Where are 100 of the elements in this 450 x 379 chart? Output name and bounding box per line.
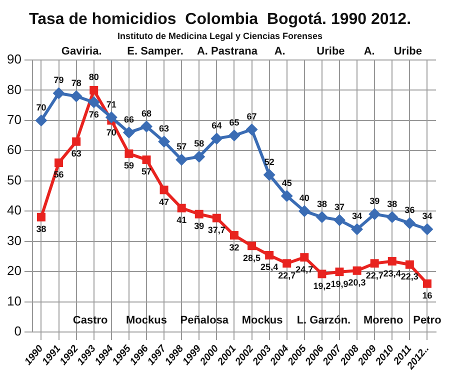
point xyxy=(140,120,153,132)
text: Gaviria. xyxy=(61,46,102,58)
y-tick-label: 70 xyxy=(6,112,22,128)
data-label: 47 xyxy=(159,196,170,207)
data-label: 16 xyxy=(422,290,432,301)
annotation: Mockus xyxy=(242,314,283,327)
data-label: 36 xyxy=(404,205,415,216)
y-tick-label: 80 xyxy=(6,82,22,97)
point xyxy=(263,168,276,181)
point xyxy=(352,266,362,275)
data-label: 34 xyxy=(352,211,362,222)
data-label: 41 xyxy=(176,215,187,226)
annotation: Moreno xyxy=(363,314,404,327)
data-label: 20,3 xyxy=(348,278,366,288)
point xyxy=(318,270,326,278)
data-label: 65 xyxy=(229,118,240,128)
point xyxy=(176,154,188,166)
data-label: 19,9 xyxy=(330,278,348,289)
point xyxy=(35,114,48,126)
point xyxy=(248,242,256,250)
data-label: 70 xyxy=(36,102,46,112)
data-label: 66 xyxy=(124,114,134,125)
point xyxy=(316,211,328,224)
text: E. Samper. xyxy=(127,46,184,58)
text: A. xyxy=(364,46,375,58)
point xyxy=(351,223,364,236)
text: A. xyxy=(274,46,286,58)
point xyxy=(158,136,170,148)
point xyxy=(230,231,238,240)
point xyxy=(282,259,292,268)
data-label: 68 xyxy=(141,108,152,118)
data-label: 22,7 xyxy=(366,270,384,280)
data-label: 57 xyxy=(176,142,187,152)
data-label: 80 xyxy=(88,72,99,82)
point xyxy=(122,126,135,139)
point xyxy=(210,132,223,145)
y-tick-label: 0 xyxy=(14,324,22,339)
annotation: Mockus xyxy=(126,314,167,327)
data-label: 78 xyxy=(71,78,82,88)
point xyxy=(36,212,46,222)
data-label: 28,5 xyxy=(243,252,261,263)
data-label: 38 xyxy=(316,199,327,210)
point xyxy=(388,257,396,266)
data-label: 70 xyxy=(106,127,116,138)
chart-subtitle: Instituto de Medicina Legal y Ciencias Forenses xyxy=(117,31,323,42)
data-label: 39 xyxy=(194,221,204,232)
data-label: 63 xyxy=(71,148,82,159)
data-label: 63 xyxy=(159,124,170,134)
point xyxy=(280,190,293,202)
point xyxy=(124,149,134,158)
data-label: 34 xyxy=(422,211,432,222)
data-label: 22,7 xyxy=(278,270,296,280)
point xyxy=(300,253,309,262)
y-tick-label: 60 xyxy=(6,142,22,158)
data-label: 57 xyxy=(141,166,152,177)
y-tick-label: 50 xyxy=(6,172,22,188)
point xyxy=(368,208,381,220)
text: Uribe xyxy=(394,46,422,58)
point xyxy=(72,137,81,146)
y-tick-label: 20 xyxy=(6,263,22,278)
data-label: 39 xyxy=(370,196,380,206)
data-label: 23,4 xyxy=(383,268,401,278)
point xyxy=(142,155,151,164)
point xyxy=(193,150,206,163)
data-label: 79 xyxy=(54,75,64,86)
point xyxy=(212,214,221,222)
annotation: Castro xyxy=(72,314,108,327)
point xyxy=(334,214,346,226)
point xyxy=(52,87,65,100)
point xyxy=(177,204,186,212)
point xyxy=(246,124,258,136)
data-label: 71 xyxy=(106,99,116,110)
data-label: 76 xyxy=(88,109,99,120)
point xyxy=(405,260,414,269)
point xyxy=(105,111,118,124)
text: Uribe xyxy=(316,46,345,58)
data-label: 38 xyxy=(387,199,398,210)
point xyxy=(90,86,98,94)
text: A. Pastrana xyxy=(196,46,258,58)
point xyxy=(194,210,204,218)
point xyxy=(335,268,344,276)
point xyxy=(298,205,310,218)
data-label: 37,7 xyxy=(208,225,226,236)
data-label: 67 xyxy=(246,111,257,122)
point xyxy=(228,130,240,142)
data-label: 64 xyxy=(212,120,222,131)
data-label: 40 xyxy=(299,193,310,204)
data-label: 19,2 xyxy=(313,280,331,291)
data-label: 45 xyxy=(282,178,292,188)
point xyxy=(265,250,274,260)
y-tick-label: 40 xyxy=(6,202,22,218)
point xyxy=(70,90,82,102)
annotation: L. Garzón. xyxy=(296,314,351,327)
annotation: Peñalosa xyxy=(180,314,230,327)
y-tick-label: 30 xyxy=(6,232,22,248)
point xyxy=(404,217,416,230)
point xyxy=(54,158,64,167)
data-label: 22,3 xyxy=(400,272,418,282)
point xyxy=(160,186,168,194)
data-label: 37 xyxy=(334,202,345,212)
